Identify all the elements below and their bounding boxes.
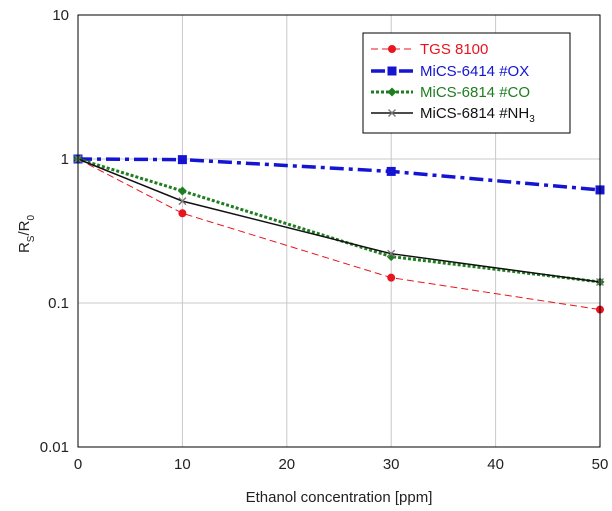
x-axis-ticks: 0 10 20 30 40 50 <box>74 456 609 473</box>
series-1 <box>73 154 605 195</box>
series-line <box>77 158 601 311</box>
x-tick-label: 0 <box>74 456 82 473</box>
legend-label: MiCS-6814 #NH3 <box>420 105 535 125</box>
x-tick-label: 20 <box>278 456 295 473</box>
legend-item-mics6814-nh3: MiCS-6814 #NH3 <box>371 105 535 125</box>
series-2 <box>73 154 605 287</box>
data-point <box>387 249 396 258</box>
legend-item-tgs8100: TGS 8100 <box>371 41 488 58</box>
y-tick-label: 10 <box>52 7 69 24</box>
data-point <box>178 197 187 206</box>
y-tick-label: 1 <box>61 151 69 168</box>
x-tick-label: 50 <box>592 456 609 473</box>
legend-item-mics6814-co: MiCS-6814 #CO <box>371 84 530 101</box>
x-axis-title: Ethanol concentration [ppm] <box>246 489 433 506</box>
y-axis-title: RS/R0 <box>16 215 37 254</box>
legend-label: MiCS-6814 #CO <box>420 84 530 101</box>
series-line <box>77 157 601 284</box>
series-layer <box>73 154 605 314</box>
series-3 <box>74 155 604 286</box>
data-point <box>386 166 396 176</box>
series-0 <box>74 155 604 314</box>
data-point <box>178 209 187 218</box>
data-point <box>177 186 187 196</box>
x-tick-label: 30 <box>383 456 400 473</box>
legend: TGS 8100 MiCS-6414 #OX MiCS-6814 #CO MiC… <box>362 32 571 134</box>
y-axis-ticks: 10 1 0.1 0.01 <box>40 7 69 456</box>
data-point <box>386 252 396 262</box>
y-tick-label: 0.1 <box>48 295 69 312</box>
series-line <box>77 157 601 192</box>
legend-label: MiCS-6414 #OX <box>420 63 529 80</box>
plot-frame <box>77 14 601 448</box>
data-point <box>177 155 187 165</box>
series-line <box>77 158 601 283</box>
x-tick-label: 10 <box>174 456 191 473</box>
y-tick-label: 0.01 <box>40 439 69 456</box>
legend-item-mics6414-ox: MiCS-6414 #OX <box>371 63 529 80</box>
data-point <box>387 273 396 282</box>
x-tick-label: 40 <box>487 456 504 473</box>
legend-box <box>362 32 571 134</box>
legend-label: TGS 8100 <box>420 41 488 58</box>
